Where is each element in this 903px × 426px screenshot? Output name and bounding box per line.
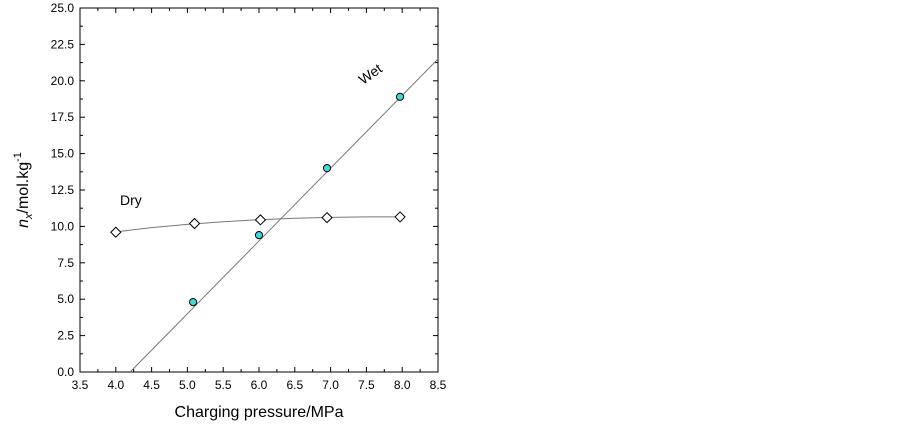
x-tick-label: 5.0	[179, 378, 196, 392]
fit-line-wet	[129, 58, 439, 373]
x-axis-title: Charging pressure/MPa	[175, 404, 344, 421]
x-tick-label: 6.5	[286, 378, 303, 392]
x-tick-label: 6.0	[251, 378, 268, 392]
y-tick-label: 0.0	[57, 365, 74, 379]
data-point-wet	[395, 92, 405, 101]
axis-ticks: 3.5 4.0 4.5 5.0 5.5 6.0 6.5 7.0 7.5 8.0 8.5 0.0 2.5 5…	[51, 1, 447, 392]
data-point-wet	[254, 231, 264, 240]
fit-lines	[115, 58, 439, 373]
x-tick-label: 3.5	[72, 378, 89, 392]
y-tick-label: 7.5	[57, 256, 74, 270]
annotations: Dry Wet	[120, 60, 385, 208]
data-point-dry	[394, 211, 406, 223]
data-points	[110, 92, 406, 307]
data-point-dry	[321, 211, 333, 224]
data-point-dry	[254, 214, 267, 226]
data-point-wet	[322, 164, 332, 173]
x-tick-label: 7.0	[322, 378, 339, 392]
x-tick-label: 4.0	[107, 378, 124, 392]
x-tick-label: 5.5	[215, 378, 232, 392]
y-axis-title-rest: /mol.kg	[15, 162, 32, 214]
data-point-wet	[189, 298, 198, 307]
annotation-dry: Dry	[120, 192, 142, 208]
y-axis-title-sub: x	[23, 213, 35, 220]
y-tick-label: 20.0	[51, 74, 75, 88]
annotation-wet: Wet	[356, 60, 385, 87]
y-axis-title-sup: -1	[12, 152, 24, 162]
x-tick-label: 8.0	[394, 378, 411, 392]
data-point-dry	[188, 217, 201, 230]
plot-area-border	[79, 7, 439, 373]
x-tick-label: 4.5	[143, 378, 160, 392]
y-tick-label: 12.5	[51, 183, 75, 197]
data-point-dry	[110, 226, 122, 238]
y-tick-label: 10.0	[51, 219, 75, 233]
plot-frame	[79, 7, 439, 373]
y-tick-label: 22.5	[51, 37, 75, 51]
y-tick-label: 17.5	[51, 110, 75, 124]
y-tick-label: 25.0	[51, 1, 75, 15]
y-tick-label: 15.0	[51, 147, 75, 161]
y-tick-label: 5.0	[57, 292, 74, 306]
x-tick-label: 7.5	[358, 378, 375, 392]
y-axis-title: nx/mol.kg-1	[12, 152, 35, 228]
y-tick-label: 2.5	[57, 329, 74, 343]
y-axis-title-main: n	[15, 219, 32, 228]
x-tick-label: 8.5	[430, 378, 447, 392]
